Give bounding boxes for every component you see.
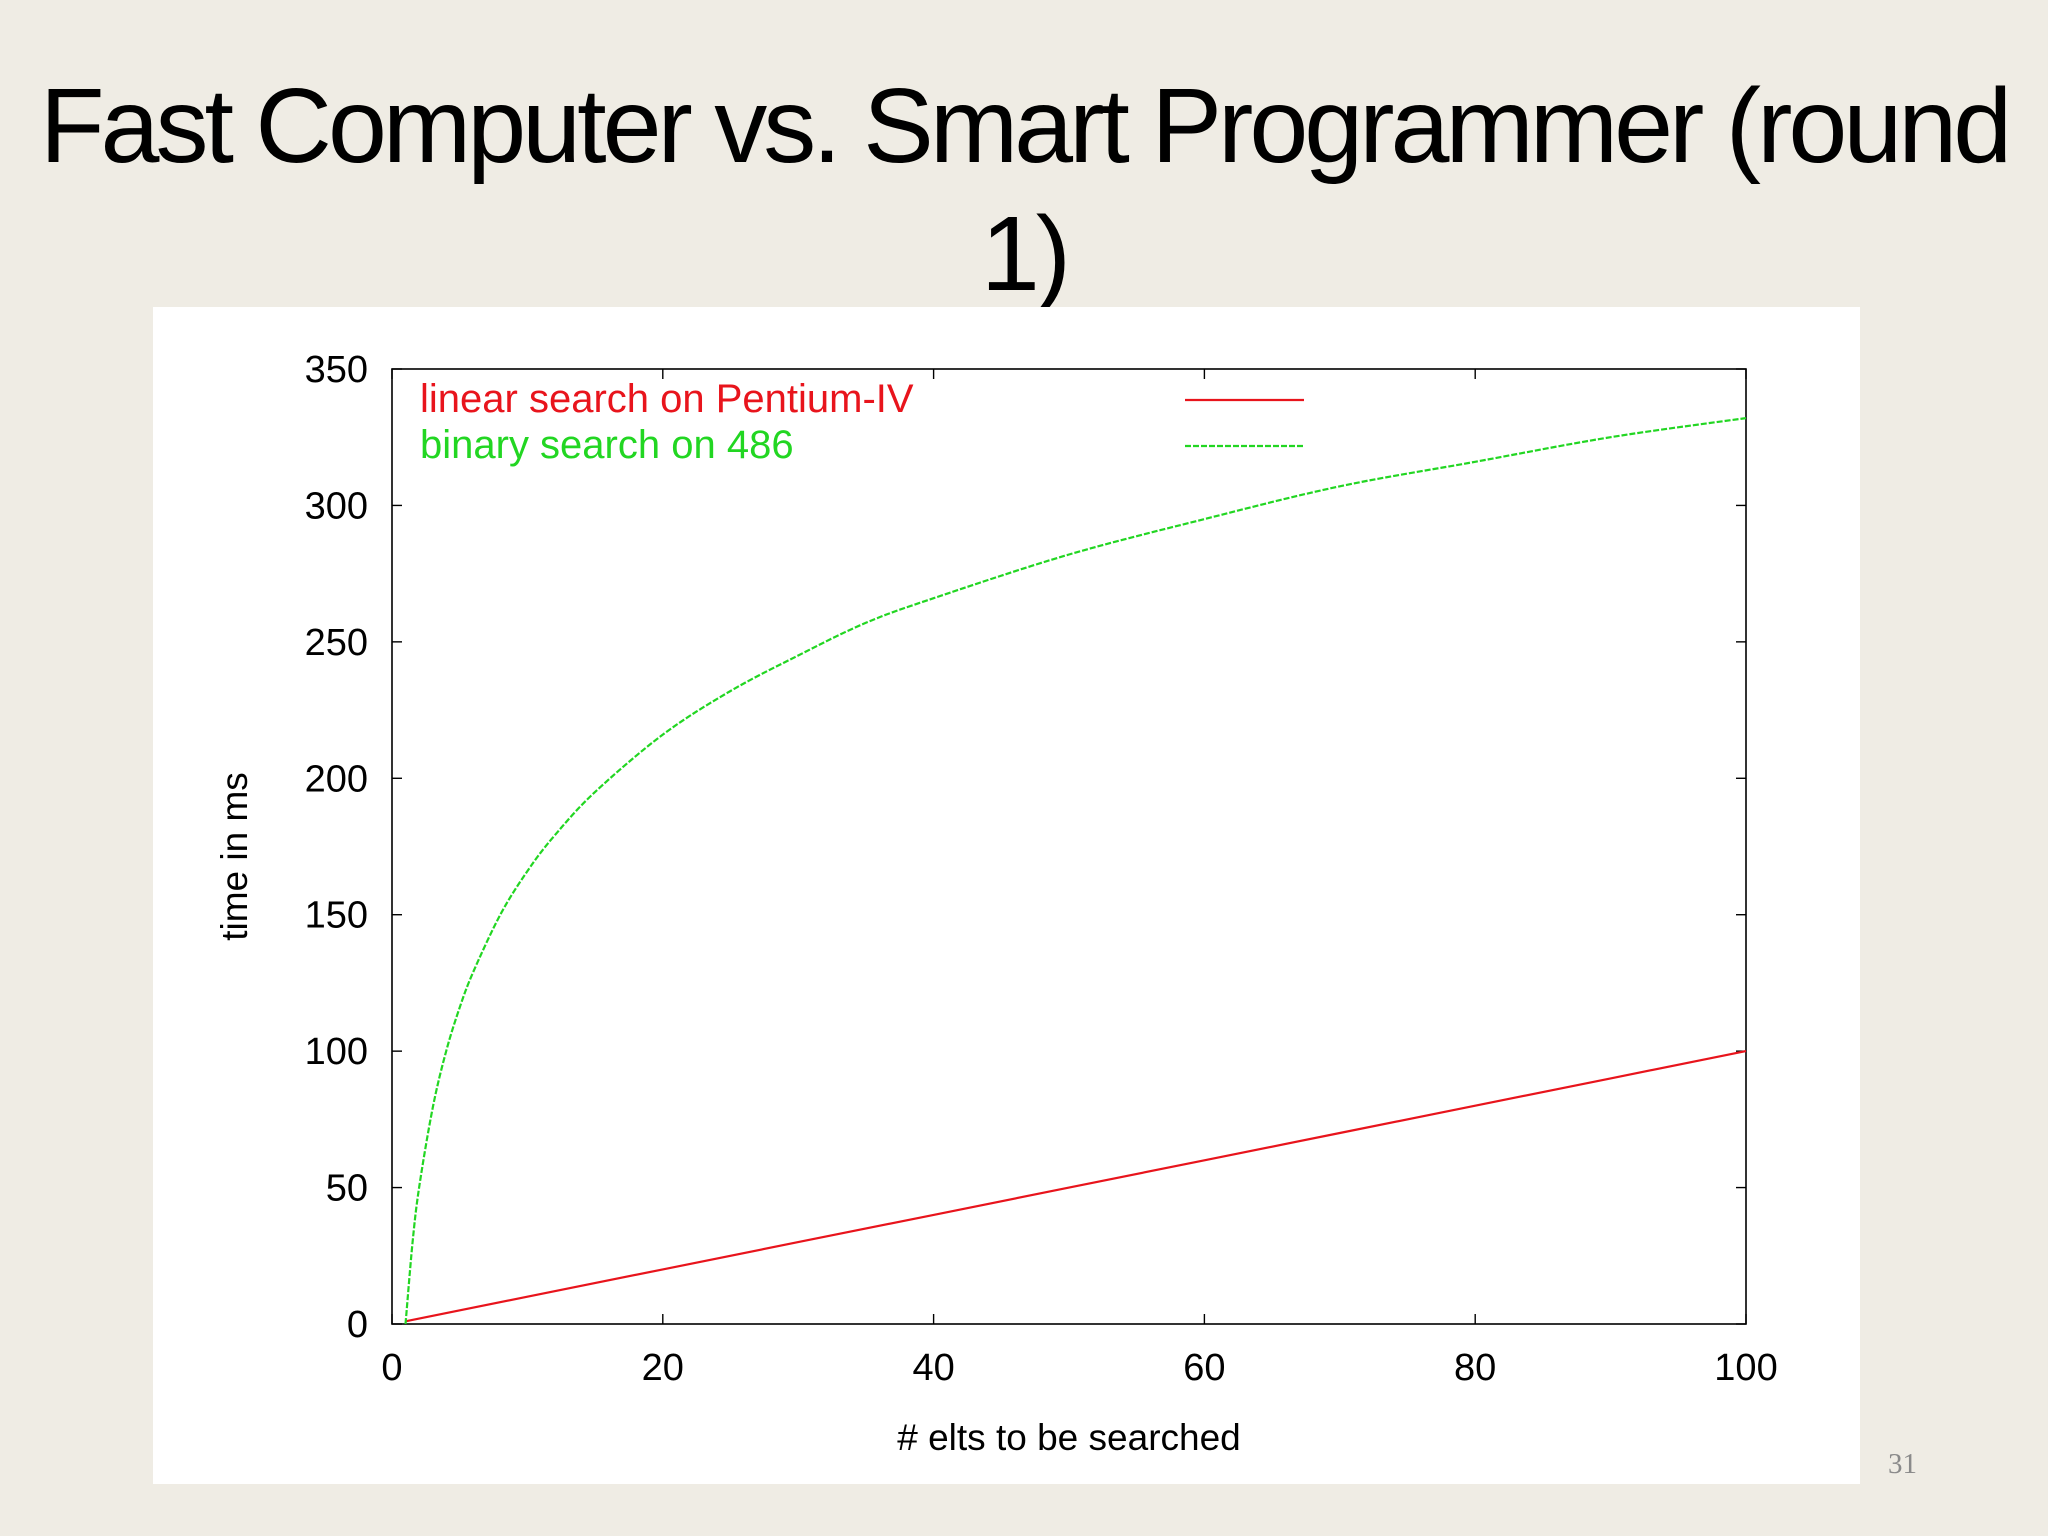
series-line-1 [405, 1050, 1747, 1323]
axis-ticks [391, 368, 1747, 1325]
axis-tick-labels: 0 20 40 60 80 100 0 50 100 150 200 250 300 350 [305, 349, 1778, 1389]
y-tick-label: 300 [305, 485, 368, 527]
x-tick-label: 60 [1183, 1347, 1225, 1389]
plot-border [391, 368, 1747, 1325]
y-tick-label: 0 [347, 1304, 368, 1346]
slide-title: Fast Computer vs. Smart Programmer (roun… [0, 62, 2048, 318]
y-tick-label: 350 [305, 349, 368, 391]
slide-title-line-1: Fast Computer vs. Smart Programmer (roun… [39, 67, 2012, 185]
series-line-2 [404, 417, 1747, 1325]
legend-label-1: linear search on Pentium-IV [420, 377, 914, 421]
y-tick-label: 150 [305, 895, 368, 937]
y-axis-label: time in ms [214, 772, 255, 941]
x-tick-label: 80 [1454, 1347, 1496, 1389]
y-tick-label: 250 [305, 622, 368, 664]
y-tick-label: 100 [305, 1031, 368, 1073]
y-tick-label: 200 [305, 758, 368, 800]
page-number: 31 [1888, 1448, 1917, 1480]
slide-title-line-2: 1) [980, 195, 1071, 313]
x-tick-label: 40 [912, 1347, 954, 1389]
x-axis-label: # elts to be searched [897, 1417, 1241, 1458]
x-tick-label: 0 [381, 1347, 402, 1389]
chart-panel: 0 20 40 60 80 100 0 50 100 150 200 250 300 350 linear… [153, 307, 1860, 1484]
plot-frame [391, 368, 1747, 1325]
series-lines [404, 417, 1747, 1325]
legend-label-2: binary search on 486 [420, 423, 794, 467]
x-tick-label: 100 [1714, 1347, 1777, 1389]
line-chart: 0 20 40 60 80 100 0 50 100 150 200 250 300 350 linear… [214, 349, 1778, 1458]
y-tick-label: 50 [326, 1168, 368, 1210]
x-tick-label: 20 [642, 1347, 684, 1389]
